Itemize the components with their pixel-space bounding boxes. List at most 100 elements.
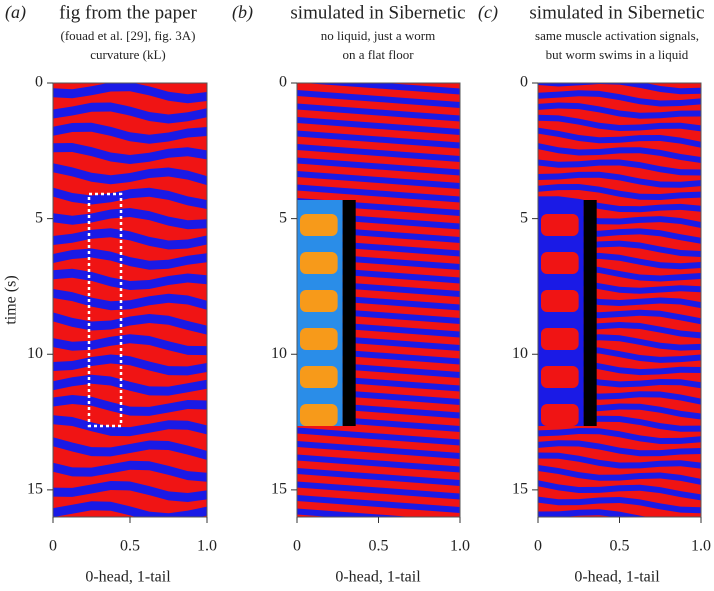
x-axis-label: 0-head, 1-tail [85,569,171,586]
stripe [53,142,207,164]
stall-block [300,404,338,426]
stripe [303,83,460,95]
stripe [538,509,649,517]
stripe [538,83,701,95]
x-axis-label: 0-head, 1-tail [574,569,660,586]
stripe [297,90,460,108]
stripe [538,428,701,444]
stripe [53,437,207,460]
stripe [297,441,460,459]
stall-black [583,200,597,426]
stripe [538,223,701,244]
stall-block [541,252,579,274]
stripe [297,130,460,149]
panel-subtitle: same muscle activation signals, [535,28,699,43]
stripe [53,187,207,209]
panel-subtitle: curvature (kL) [90,47,165,62]
y-tick-label: 15 [271,481,287,498]
stall-block [300,366,338,388]
panel-label: (b) [232,2,253,23]
x-axis-label: 0-head, 1-tail [335,569,421,586]
stripe [297,103,460,122]
x-tick-label: 0 [293,538,301,555]
stripe [53,208,207,230]
stripe [53,122,207,144]
stall-block [541,290,579,312]
stripe [53,83,207,104]
stripe [538,522,701,538]
stripe [538,496,701,514]
stripe [538,184,701,200]
x-tick-label: 1.0 [450,538,470,555]
y-tick-label: 0 [35,74,43,91]
x-tick-label: 0.5 [610,538,630,555]
stall-region [538,200,584,426]
stall-block [300,214,338,236]
panel-subtitle: on a flat floor [342,47,414,62]
stall-block [300,252,338,274]
stall-block [541,214,579,236]
y-tick-label: 15 [512,481,528,498]
stripe [538,63,701,82]
panel-title: fig from the paper [59,2,197,23]
stripe [538,159,701,176]
stripe [53,501,207,517]
stripe [53,312,207,335]
stripe [53,394,207,416]
stripe [538,90,701,107]
stripe [297,495,460,513]
panel-subtitle: (fouad et al. [29], fig. 3A) [60,28,195,43]
stripe [297,508,413,517]
stripe [53,228,207,250]
panel-label: (c) [478,2,498,23]
heatmap [297,63,460,517]
stripe [297,468,460,486]
stripe [53,289,207,311]
y-tick-label: 10 [512,345,528,362]
y-tick-label: 5 [279,209,287,226]
stripe [538,465,701,485]
y-tick-label: 10 [271,345,287,362]
panel-label: (a) [5,2,26,23]
stripe [297,184,460,203]
stripe [53,334,207,356]
stripe [53,163,207,186]
stripe [53,62,207,83]
panel-subtitle: no liquid, just a worm [321,28,435,43]
x-tick-label: 0 [49,538,57,555]
stripe [53,354,207,376]
stall-block [541,366,579,388]
stripe [538,370,701,389]
stripe [538,480,701,501]
stripe [538,143,701,163]
panel-title: simulated in Sibernetic [290,2,465,23]
heatmap [538,63,701,538]
stall-region [297,200,343,426]
stripe [538,114,701,132]
stripe [538,127,701,148]
stripe [297,427,460,446]
stripe [538,452,701,469]
y-tick-label: 0 [520,74,528,91]
y-tick-label: 0 [279,74,287,91]
x-tick-label: 0.5 [369,538,389,555]
stripe [297,157,460,176]
stripe [297,481,460,500]
x-tick-label: 0.5 [120,538,140,555]
stripe [297,63,460,81]
stripe [538,171,701,188]
stripe [297,117,460,135]
stall-block [300,290,338,312]
stall-block [541,328,579,350]
stripe [538,102,701,119]
y-tick-label: 15 [27,481,43,498]
stripe [538,440,701,457]
stall-block [300,328,338,350]
stripe [53,102,207,124]
stripe [538,303,701,325]
stripe [53,374,207,396]
stall-black [342,200,356,426]
panel-title: simulated in Sibernetic [529,2,704,23]
x-tick-label: 1.0 [197,538,217,555]
